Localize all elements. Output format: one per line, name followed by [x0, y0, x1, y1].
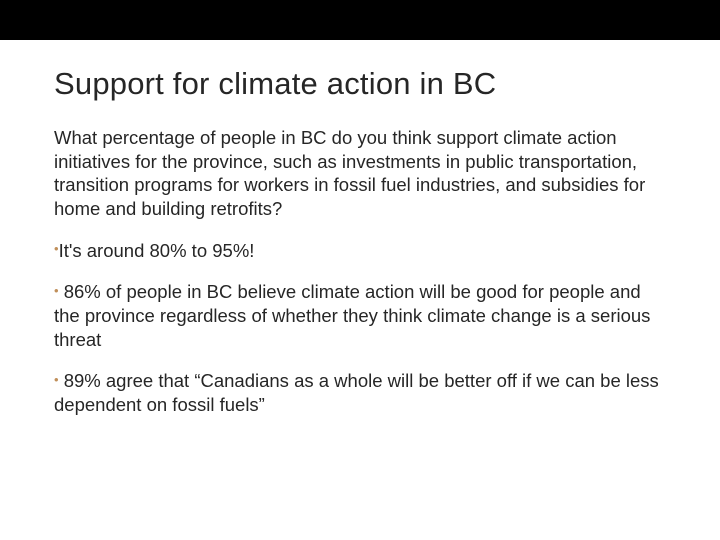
intro-paragraph: What percentage of people in BC do you t…: [54, 126, 666, 221]
slide: Support for climate action in BC What pe…: [0, 0, 720, 540]
bullet-text: 86% of people in BC believe climate acti…: [54, 281, 650, 349]
bullet-text: It's around 80% to 95%!: [59, 240, 255, 261]
top-accent-bar: [0, 0, 720, 40]
bullet-item: • 89% agree that “Canadians as a whole w…: [54, 369, 666, 416]
bullet-item: • 86% of people in BC believe climate ac…: [54, 280, 666, 351]
bullet-item: •It's around 80% to 95%!: [54, 239, 666, 263]
bullet-text: 89% agree that “Canadians as a whole wil…: [54, 370, 659, 415]
bullet-icon: •: [54, 372, 59, 389]
slide-title: Support for climate action in BC: [54, 66, 666, 102]
bullet-icon: •: [54, 241, 59, 258]
bullet-icon: •: [54, 283, 59, 300]
